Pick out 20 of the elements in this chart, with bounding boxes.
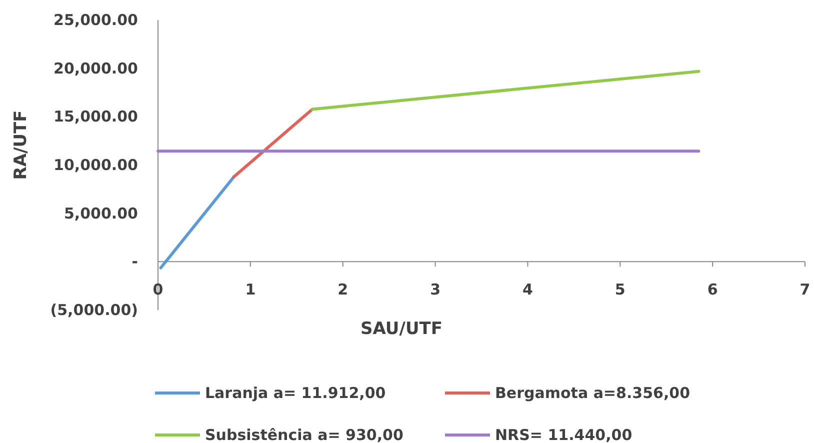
legend-label: Bergamota a=8.356,00 <box>495 384 690 402</box>
x-tick-label: 3 <box>430 280 441 299</box>
legend-label: NRS= 11.440,00 <box>495 426 632 443</box>
y-tick-label: (5,000.00) <box>50 301 138 319</box>
legend-label: Laranja a= 11.912,00 <box>205 384 386 402</box>
x-axis-title: SAU/UTF <box>360 319 442 339</box>
y-tick-label: 20,000.00 <box>54 59 138 78</box>
legend-label: Subsistência a= 930,00 <box>205 426 404 443</box>
y-tick-label: 15,000.00 <box>54 108 138 126</box>
x-tick-label: 6 <box>707 280 718 299</box>
y-tick-label: - <box>132 252 138 271</box>
x-tick-label: 4 <box>522 280 533 299</box>
y-tick-label: 25,000.00 <box>54 11 138 29</box>
x-tick-label: 2 <box>338 280 348 299</box>
y-tick-label: 5,000.00 <box>64 204 138 222</box>
x-tick-label: 5 <box>614 280 626 299</box>
y-tick-label: 10,000.00 <box>54 156 138 174</box>
x-tick-label: 7 <box>800 280 810 299</box>
x-tick-label: 1 <box>245 280 256 299</box>
y-axis-title: RA/UTF <box>11 110 31 180</box>
